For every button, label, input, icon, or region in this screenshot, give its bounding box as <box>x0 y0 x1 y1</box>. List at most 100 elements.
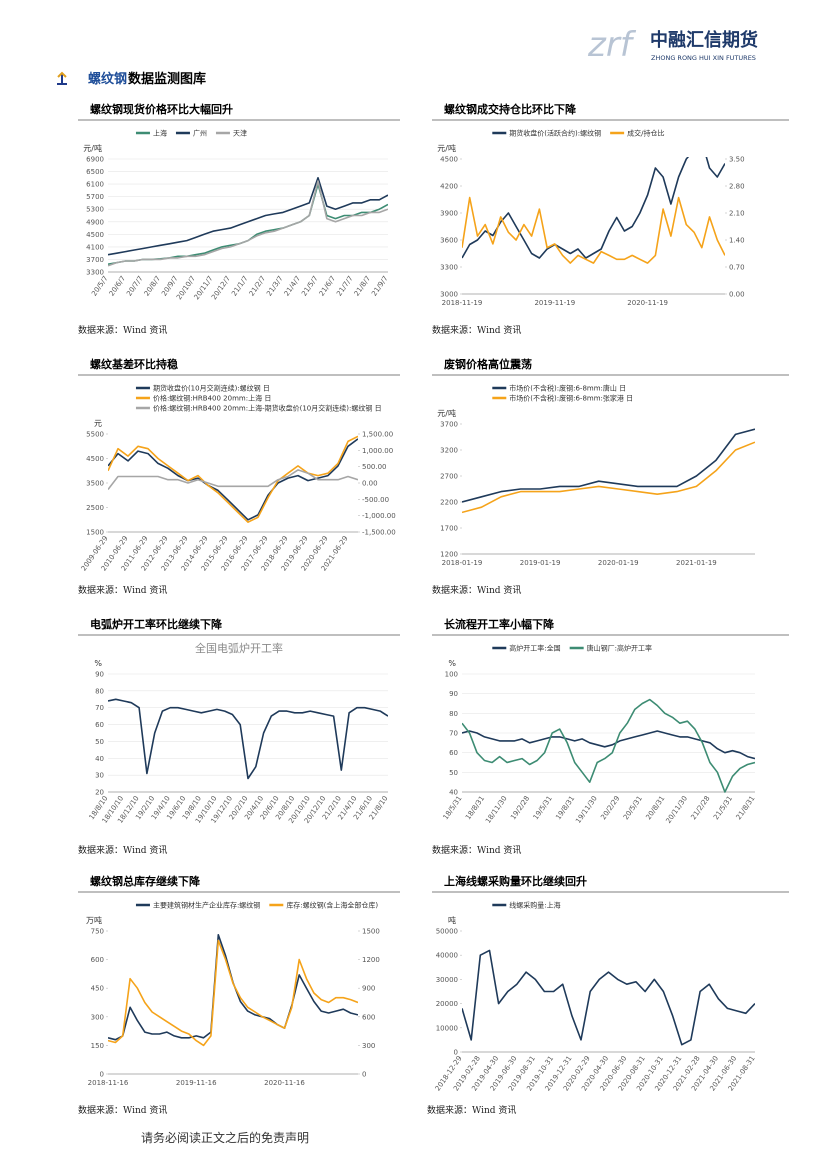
y-tick-label: 5300 <box>86 206 104 214</box>
x-tick-label: 2019-11-19 <box>534 299 575 307</box>
y-tick-label: 300 <box>91 1013 104 1021</box>
chart-source: 数据来源：Wind 资讯 <box>427 1104 516 1116</box>
y-tick-label: 20 <box>95 789 104 797</box>
y-tick-label: 600 <box>91 956 104 964</box>
x-tick-label: 18/8/31 <box>464 795 486 822</box>
y-tick-label: 4500 <box>86 231 104 239</box>
y2-tick-label: 1200 <box>362 956 380 964</box>
y-tick-label: 0 <box>100 1071 104 1079</box>
x-tick-label: 21/8/7 <box>353 275 372 298</box>
series-line <box>108 469 358 490</box>
logo-sub: ZHONG RONG HUI XIN FUTURES <box>651 54 756 62</box>
y-tick-label: 3300 <box>86 269 104 277</box>
legend-label: 价格:螺纹钢:HRB400 20mm:上海 日 <box>153 394 271 403</box>
y-tick-label: 150 <box>91 1042 104 1050</box>
chart-source: 数据来源：Wind 资讯 <box>432 844 521 856</box>
x-tick-label: 20/5/7 <box>90 275 109 298</box>
y-tick-label: 3900 <box>440 210 458 218</box>
y-tick-label: 1200 <box>440 551 458 559</box>
series-line <box>108 177 388 256</box>
x-tick-label: 19/5/31 <box>532 795 554 822</box>
legend-label: 库存:螺纹钢(含上海全部仓库) <box>286 901 378 910</box>
y-tick-label: 50 <box>95 738 104 746</box>
y-tick-label: 6500 <box>86 168 104 176</box>
y-axis-label: 元 <box>94 419 102 428</box>
y-tick-label: 50000 <box>436 928 458 936</box>
x-tick-label: 20/8/7 <box>143 275 162 298</box>
series-line <box>462 949 755 1046</box>
legend-label: 高炉开工率:全国 <box>509 644 560 653</box>
y-tick-label: 40 <box>449 789 458 797</box>
legend-label: 天津 <box>233 130 247 138</box>
x-tick-label: 2018-11-16 <box>88 1079 129 1087</box>
y2-tick-label: 2.80 <box>729 183 745 191</box>
y-tick-label: 20000 <box>436 1000 458 1008</box>
series-line <box>108 698 388 780</box>
x-tick-label: 21/3/7 <box>265 275 284 298</box>
y-tick-label: 10000 <box>436 1024 458 1032</box>
y-tick-label: 80 <box>449 710 458 718</box>
chart-heading: 螺纹钢现货价格环比大幅回升 <box>90 102 233 116</box>
legend-label: 上海 <box>153 129 167 138</box>
y-tick-label: 5700 <box>86 193 104 201</box>
chart-source: 数据来源：Wind 资讯 <box>432 324 521 336</box>
chart-source: 数据来源：Wind 资讯 <box>78 1104 167 1116</box>
disclaimer: 请务必阅读正文之后的免责声明 <box>141 1130 309 1145</box>
y-tick-label: 3600 <box>440 237 458 245</box>
y-tick-label: 3700 <box>86 256 104 264</box>
y2-tick-label: 2.10 <box>729 210 745 218</box>
y2-tick-label: 500.00 <box>362 463 387 471</box>
y-tick-label: 90 <box>449 690 458 698</box>
y-tick-label: 750 <box>91 928 104 936</box>
x-tick-label: 19/11/30 <box>574 795 599 825</box>
logo-mark: zrf <box>587 25 637 65</box>
y-tick-label: 60 <box>449 749 458 757</box>
x-tick-label: 20/6/7 <box>108 275 127 298</box>
y-tick-label: 40000 <box>436 952 458 960</box>
y-axis-label: 元/吨 <box>437 143 456 153</box>
y-tick-label: 450 <box>91 985 104 993</box>
y-tick-label: 4200 <box>440 183 458 191</box>
legend-label: 市场价(不含税):废钢:6-8mm:张家港 日 <box>509 394 633 403</box>
y-tick-label: 4500 <box>86 455 104 463</box>
legend-label: 期货收盘价(活跃合约):螺纹钢 <box>509 129 601 138</box>
chart-heading: 螺纹钢总库存继续下降 <box>90 874 201 888</box>
x-tick-label: 21/4/7 <box>283 275 302 298</box>
series-line <box>462 157 725 259</box>
y2-tick-label: 1.40 <box>729 237 745 245</box>
series-line <box>108 934 358 1041</box>
x-tick-label: 2018-01-19 <box>442 559 483 567</box>
chart-source: 数据来源：Wind 资讯 <box>78 324 167 336</box>
y-tick-label: 80 <box>95 687 104 695</box>
legend-label: 市场价(不含税):废钢:6-8mm:唐山 日 <box>509 384 626 393</box>
y-tick-label: 50 <box>449 769 458 777</box>
series-line <box>462 730 755 760</box>
x-tick-label: 20/11/30 <box>664 795 689 825</box>
x-tick-label: 21/7/7 <box>335 275 354 298</box>
series-line <box>462 428 755 503</box>
section-title: 数据监测图库 <box>128 71 206 87</box>
y2-tick-label: 300 <box>362 1042 375 1050</box>
chart-heading: 电弧炉开工率环比继续下降 <box>90 617 223 631</box>
chart-heading: 螺纹基差环比持稳 <box>90 357 178 371</box>
y-tick-label: 90 <box>95 671 104 679</box>
legend-label: 广州 <box>193 129 207 138</box>
x-tick-label: 2020-11-19 <box>627 299 668 307</box>
x-tick-label: 19/8/31 <box>554 795 576 822</box>
y-tick-label: 3000 <box>440 291 458 299</box>
y2-tick-label: -1,500.00 <box>362 529 396 537</box>
section-title-highlight: 螺纹钢 <box>88 71 127 87</box>
chart-source: 数据来源：Wind 资讯 <box>78 584 167 596</box>
series-line <box>108 180 388 267</box>
series-line <box>108 939 358 1047</box>
y-tick-label: 70 <box>95 704 104 712</box>
y-tick-label: 2200 <box>440 499 458 507</box>
y-axis-label: 吨 <box>448 915 456 925</box>
y-axis-label: 元/吨 <box>83 143 102 153</box>
series-line <box>108 435 358 523</box>
y-tick-label: 4500 <box>440 156 458 164</box>
y-tick-label: 5500 <box>86 431 104 439</box>
y-tick-label: 1700 <box>440 525 458 533</box>
x-tick-label: 21/5/31 <box>712 795 734 822</box>
